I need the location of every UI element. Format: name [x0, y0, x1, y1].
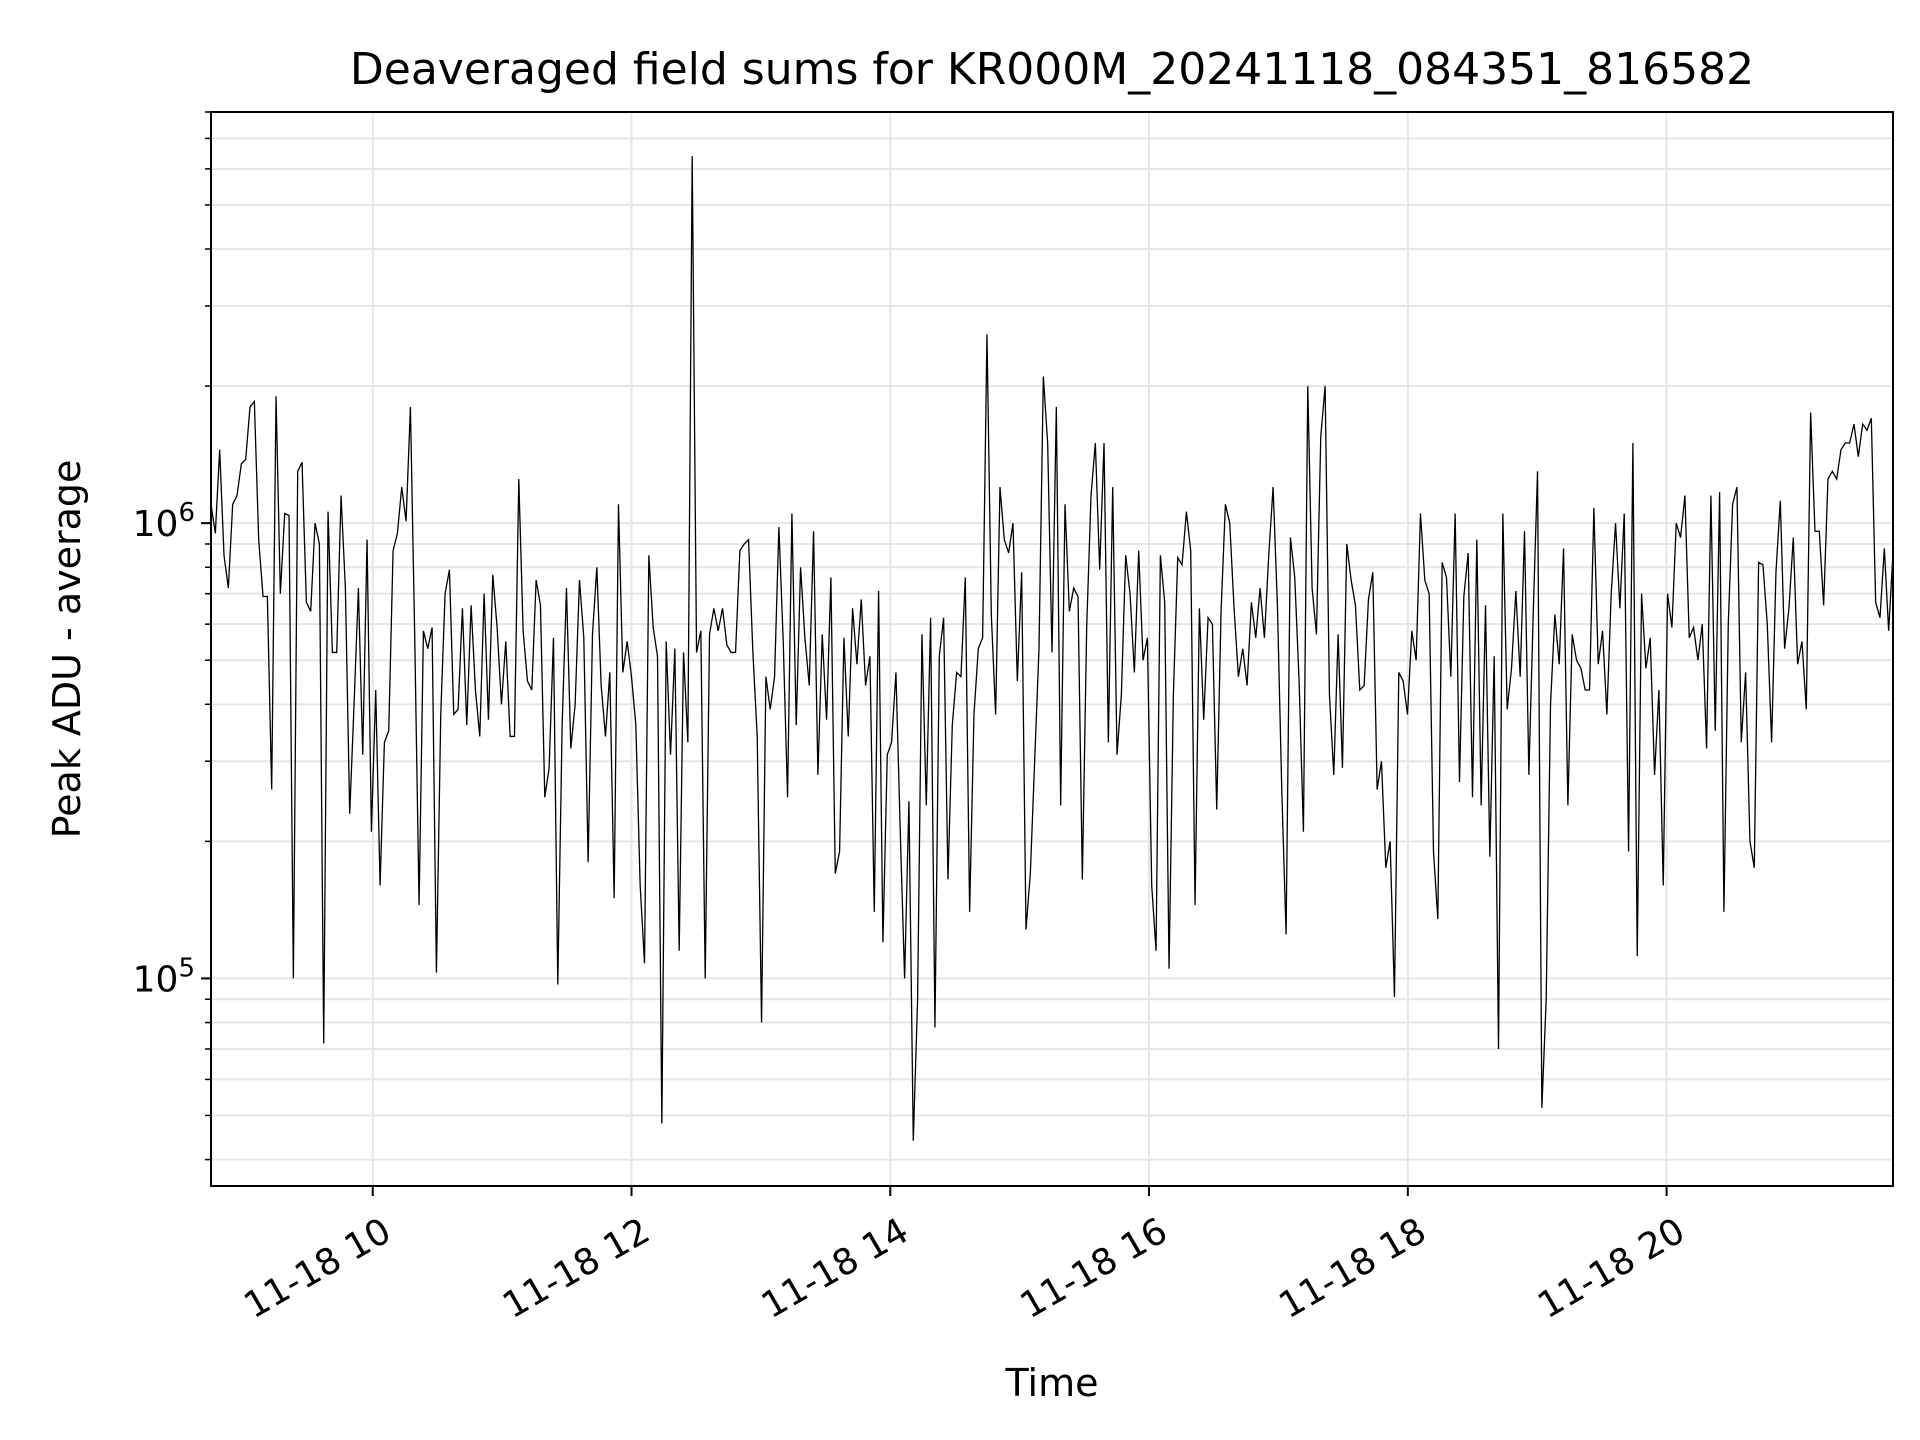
y-tick-label: 105 — [133, 953, 195, 1000]
plot-frame — [210, 111, 1894, 1187]
grid — [211, 111, 1893, 1186]
chart-title: Deaveraged field sums for KR000M_2024111… — [350, 44, 1754, 95]
x-axis-label: Time — [1005, 1361, 1099, 1405]
y-axis-label: Peak ADU - average — [45, 460, 89, 839]
y-axis: 105 106 — [133, 111, 211, 1161]
series-line — [211, 156, 1893, 1141]
y-tick-label: 106 — [133, 498, 195, 545]
series-layer — [211, 156, 1893, 1141]
